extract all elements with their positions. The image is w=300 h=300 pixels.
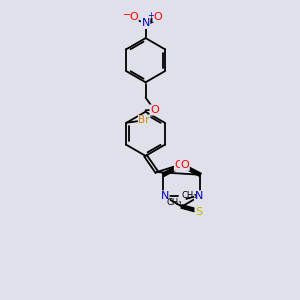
Text: +: + <box>147 11 154 20</box>
Text: O: O <box>153 12 162 22</box>
Text: N: N <box>194 191 203 201</box>
Text: CH₃: CH₃ <box>181 191 196 200</box>
Text: O: O <box>150 105 159 115</box>
Text: −: − <box>123 10 131 20</box>
Text: CH₃: CH₃ <box>167 198 182 207</box>
Text: N: N <box>141 18 150 28</box>
Text: Br: Br <box>138 116 150 125</box>
Text: S: S <box>195 206 202 217</box>
Text: N: N <box>161 191 169 201</box>
Text: O: O <box>181 160 189 170</box>
Text: O: O <box>129 12 138 22</box>
Text: O: O <box>174 160 183 170</box>
